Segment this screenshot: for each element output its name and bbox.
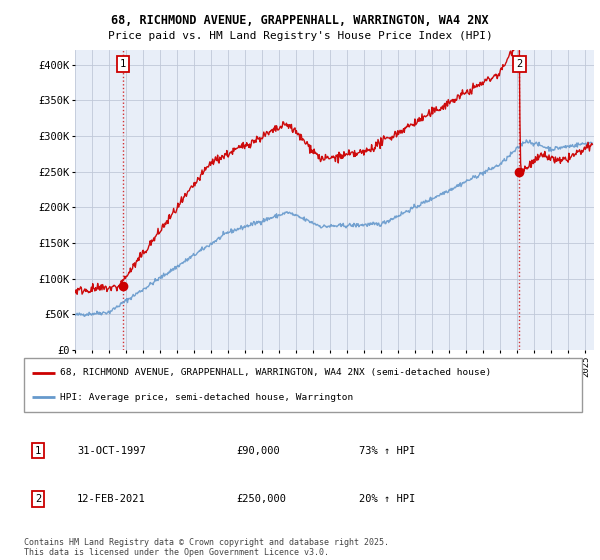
Text: 1: 1 — [35, 446, 41, 456]
Text: £250,000: £250,000 — [236, 493, 286, 503]
Text: 68, RICHMOND AVENUE, GRAPPENHALL, WARRINGTON, WA4 2NX (semi-detached house): 68, RICHMOND AVENUE, GRAPPENHALL, WARRIN… — [60, 368, 491, 377]
Text: 68, RICHMOND AVENUE, GRAPPENHALL, WARRINGTON, WA4 2NX: 68, RICHMOND AVENUE, GRAPPENHALL, WARRIN… — [111, 14, 489, 27]
Text: HPI: Average price, semi-detached house, Warrington: HPI: Average price, semi-detached house,… — [60, 393, 353, 402]
Text: 2: 2 — [517, 59, 523, 69]
Text: 20% ↑ HPI: 20% ↑ HPI — [359, 493, 415, 503]
Text: 2: 2 — [35, 493, 41, 503]
Text: Contains HM Land Registry data © Crown copyright and database right 2025.
This d: Contains HM Land Registry data © Crown c… — [24, 538, 389, 557]
FancyBboxPatch shape — [24, 358, 582, 412]
Text: £90,000: £90,000 — [236, 446, 280, 456]
Text: 31-OCT-1997: 31-OCT-1997 — [77, 446, 146, 456]
Text: 73% ↑ HPI: 73% ↑ HPI — [359, 446, 415, 456]
Text: 12-FEB-2021: 12-FEB-2021 — [77, 493, 146, 503]
Text: 1: 1 — [120, 59, 126, 69]
Text: Price paid vs. HM Land Registry's House Price Index (HPI): Price paid vs. HM Land Registry's House … — [107, 31, 493, 41]
